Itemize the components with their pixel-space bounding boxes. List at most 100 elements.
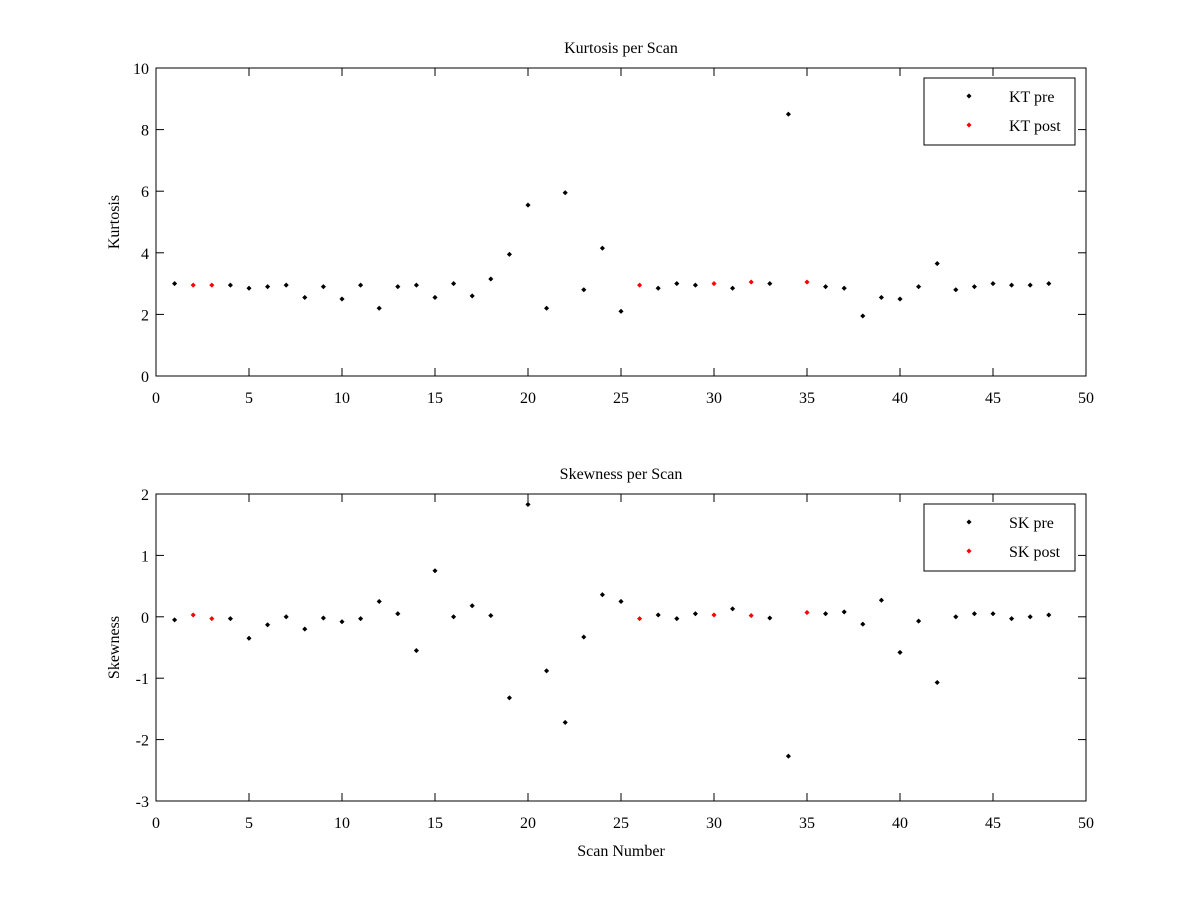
data-point <box>618 598 624 605</box>
series-kt-post <box>190 279 810 288</box>
data-point <box>636 282 643 288</box>
x-tick-label: 25 <box>613 390 629 407</box>
data-point <box>246 635 252 641</box>
series-sk-pre <box>171 501 1052 759</box>
data-point <box>450 280 457 287</box>
data-point <box>1008 282 1015 288</box>
y-tick-label: 6 <box>141 184 149 201</box>
legend: KT pre KT post <box>923 77 1076 146</box>
data-point <box>283 282 289 288</box>
y-tick-label: 0 <box>141 610 149 627</box>
x-tick-label: 45 <box>985 815 1001 832</box>
data-point <box>543 305 550 311</box>
legend: SK pre SK post <box>923 503 1076 572</box>
chart-title: Skewness per Scan <box>560 466 683 483</box>
data-point <box>525 202 531 208</box>
data-point <box>934 260 940 267</box>
data-point <box>469 293 475 299</box>
legend-marker <box>966 93 972 99</box>
y-axis-label: Kurtosis <box>106 195 123 249</box>
data-point <box>841 609 847 615</box>
data-point <box>209 282 215 288</box>
data-point <box>1027 282 1033 288</box>
data-point <box>953 614 959 620</box>
data-point <box>897 649 903 656</box>
x-tick-label: 50 <box>1078 390 1094 407</box>
data-point <box>804 279 810 285</box>
legend-marker <box>966 519 972 525</box>
data-point <box>729 285 736 291</box>
data-point <box>525 501 531 508</box>
data-point <box>785 111 792 117</box>
data-point <box>674 280 680 287</box>
y-tick-label: 2 <box>141 487 149 504</box>
x-tick-label: 50 <box>1078 815 1094 832</box>
x-tick-label: 20 <box>520 815 536 832</box>
data-point <box>971 611 978 617</box>
x-tick-label: 15 <box>427 390 443 407</box>
data-point <box>915 618 922 624</box>
y-tick-label: -1 <box>136 671 149 688</box>
y-tick-label: 8 <box>141 123 149 140</box>
data-point <box>171 617 178 623</box>
data-point <box>413 647 420 654</box>
data-point <box>748 279 754 285</box>
data-point <box>1027 614 1033 620</box>
x-tick-label: 10 <box>334 390 350 407</box>
y-tick-label: 2 <box>141 307 149 324</box>
data-point <box>804 609 810 616</box>
data-point <box>878 597 885 603</box>
chart-panel-2: 0 5 10 15 20 25 30 35 40 45 50 -3 -2 -1 0 1 2 Skewness pe… <box>106 466 1094 860</box>
data-point <box>636 615 643 622</box>
data-point <box>990 611 996 617</box>
y-axis-label: Skewness <box>106 616 123 679</box>
y-tick-label: 1 <box>141 548 149 565</box>
data-point <box>320 284 327 290</box>
data-point <box>581 634 587 640</box>
chart-title: Kurtosis per Scan <box>564 40 678 57</box>
data-point <box>971 284 978 290</box>
data-point <box>190 612 196 618</box>
data-point <box>860 313 866 319</box>
x-tick-label: 25 <box>613 815 629 832</box>
data-point <box>432 568 438 574</box>
data-point <box>785 753 792 759</box>
data-point <box>599 245 606 251</box>
data-point <box>562 719 568 726</box>
legend-marker <box>966 122 972 128</box>
data-point <box>878 294 885 301</box>
data-point <box>209 615 215 622</box>
x-tick-label: 40 <box>892 390 908 407</box>
x-axis-label: Scan Number <box>577 843 665 860</box>
data-point <box>860 621 866 627</box>
data-point <box>506 695 513 701</box>
data-point <box>432 294 438 301</box>
data-point <box>581 287 587 293</box>
data-point <box>692 282 699 288</box>
data-point <box>302 294 308 301</box>
y-tick-label: 4 <box>141 246 149 263</box>
data-point <box>1046 612 1052 618</box>
data-point <box>562 190 568 196</box>
data-point <box>450 614 457 620</box>
data-point <box>748 612 754 619</box>
data-point <box>264 284 271 290</box>
data-point <box>822 284 829 290</box>
data-point <box>339 619 345 625</box>
data-point <box>841 285 847 291</box>
data-point <box>711 280 717 287</box>
series-sk-post <box>190 609 810 622</box>
data-point <box>655 285 661 291</box>
legend-box <box>923 77 1076 146</box>
x-tick-label: 30 <box>706 390 722 407</box>
data-point <box>618 308 624 314</box>
data-point <box>655 612 661 618</box>
data-point <box>171 280 178 287</box>
data-point <box>227 282 234 288</box>
legend-label: KT pre <box>1009 89 1054 106</box>
data-point <box>302 626 308 632</box>
data-point <box>1008 615 1015 622</box>
data-point <box>283 614 289 620</box>
y-tick-label: 0 <box>141 369 149 386</box>
